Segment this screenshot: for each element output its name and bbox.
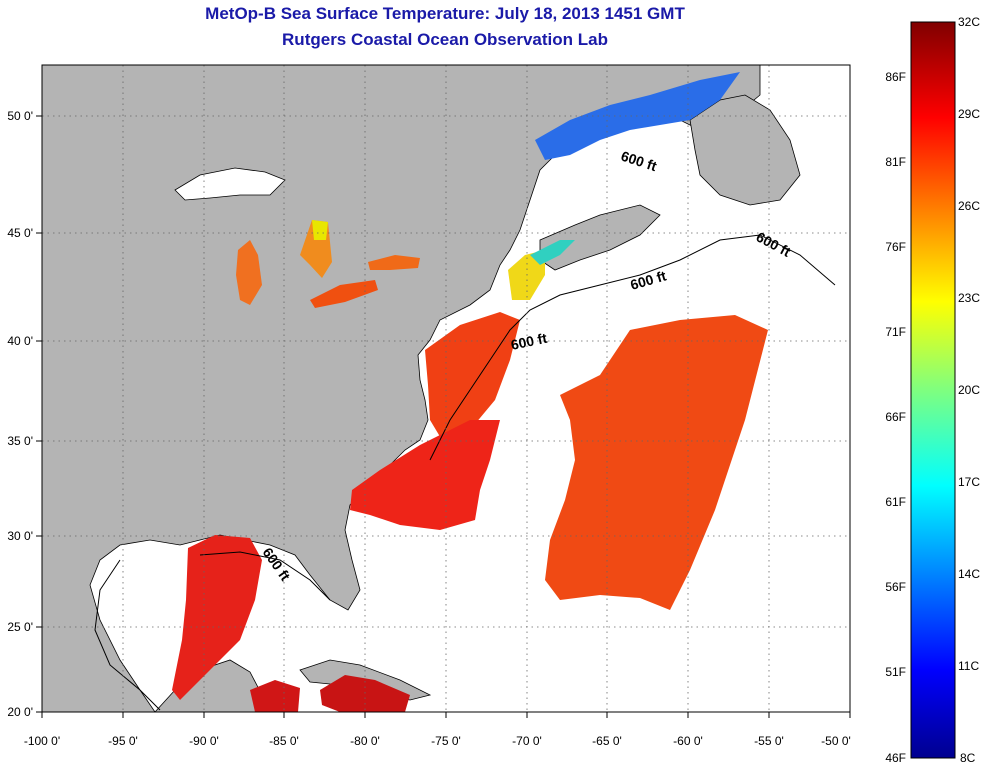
sst-lake-ontario	[368, 255, 420, 270]
lat-tick: 30 0'	[7, 529, 33, 543]
chart-title: MetOp-B Sea Surface Temperature: July 18…	[205, 4, 685, 23]
lon-tick: -70 0'	[512, 734, 542, 748]
sst-scotian-cool	[530, 240, 575, 265]
lon-tick: -100 0'	[24, 734, 60, 748]
colorbar-label-f: 51F	[885, 665, 906, 679]
sst-gulf-of-mexico	[172, 535, 262, 700]
lon-tick: -65 0'	[592, 734, 622, 748]
sst-caribbean-west	[250, 680, 300, 712]
lake-superior	[174, 167, 286, 201]
sst-open-atlantic	[545, 315, 768, 610]
lon-tick: -95 0'	[108, 734, 138, 748]
lon-tick: -50 0'	[821, 734, 851, 748]
lat-tick: 40 0'	[7, 334, 33, 348]
lat-tick: 25 0'	[7, 620, 33, 634]
depth-contour-600ft-atlantic	[429, 234, 836, 461]
sst-mid-atlantic-shelf	[425, 312, 520, 445]
graticule	[42, 65, 850, 712]
colorbar-label-c: 14C	[958, 567, 980, 581]
colorbar-label-f: 76F	[885, 240, 906, 254]
colorbar-label-c: 17C	[958, 475, 980, 489]
lat-tick: 50 0'	[7, 109, 33, 123]
depth-contour-600ft-gulf-north	[199, 551, 331, 601]
colorbar-label-f: 61F	[885, 495, 906, 509]
lon-tick: -85 0'	[269, 734, 299, 748]
depth-contour-600ft-gulf	[94, 559, 161, 711]
sst-caribbean-north	[320, 675, 410, 712]
colorbar-label-c: 32C	[958, 15, 980, 29]
sst-lake-michigan	[236, 240, 262, 305]
lat-axis: 20 0' 25 0' 30 0' 35 0' 40 0' 45 0' 50 0…	[7, 109, 42, 719]
sst-lake-erie	[310, 280, 378, 308]
colorbar-label-f: 46F	[885, 751, 906, 765]
colorbar-label-c: 8C	[960, 751, 976, 765]
lon-tick: -55 0'	[754, 734, 784, 748]
contour-label-mid-atlantic: 600 ft	[509, 330, 548, 353]
colorbar-label-f: 81F	[885, 155, 906, 169]
lon-tick: -90 0'	[189, 734, 219, 748]
colorbar-fahrenheit-scale: 86F 81F 76F 71F 66F 61F 56F 51F 46F	[885, 70, 906, 765]
colorbar-label-f: 66F	[885, 410, 906, 424]
sst-gulf-of-maine	[508, 250, 545, 300]
lon-tick: -60 0'	[673, 734, 703, 748]
colorbar-label-c: 20C	[958, 383, 980, 397]
lat-tick: 45 0'	[7, 226, 33, 240]
lon-tick: -80 0'	[350, 734, 380, 748]
lat-tick: 20 0'	[7, 705, 33, 719]
lon-axis: -100 0' -95 0' -90 0' -85 0' -80 0' -75 …	[24, 712, 851, 748]
chart-subtitle: Rutgers Coastal Ocean Observation Lab	[282, 30, 608, 49]
colorbar-celsius-scale: 32C 29C 26C 23C 20C 17C 14C 11C 8C	[958, 15, 980, 765]
lon-tick: -75 0'	[431, 734, 461, 748]
colorbar-label-c: 23C	[958, 291, 980, 305]
sst-gulf-stream	[350, 420, 500, 530]
land-maritimes	[539, 204, 661, 271]
colorbar	[910, 21, 956, 759]
colorbar-label-c: 26C	[958, 199, 980, 213]
colorbar-label-f: 56F	[885, 580, 906, 594]
colorbar-label-f: 86F	[885, 70, 906, 84]
colorbar-label-c: 11C	[958, 659, 979, 673]
colorbar-label-c: 29C	[958, 107, 980, 121]
sst-lake-huron-cool	[312, 220, 328, 240]
lat-tick: 35 0'	[7, 434, 33, 448]
land-newfoundland	[689, 94, 801, 206]
colorbar-label-f: 71F	[885, 325, 906, 339]
